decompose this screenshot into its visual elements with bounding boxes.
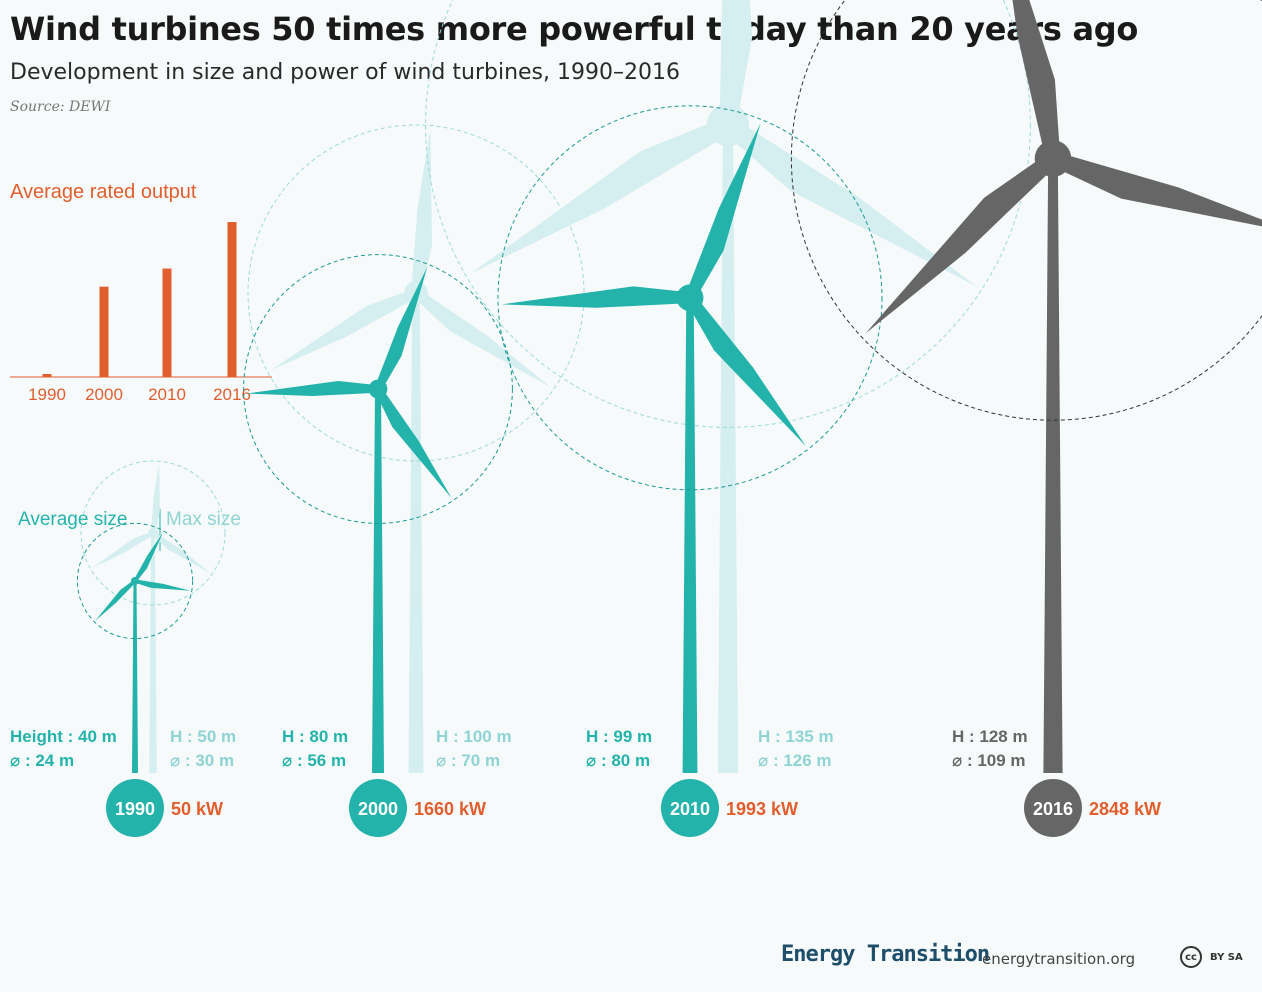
avg-turbine-1990-blade xyxy=(134,579,191,591)
year-badge-1990 xyxy=(106,779,164,837)
year-badge-label: 2010 xyxy=(670,799,710,819)
chart-title: Wind turbines 50 times more powerful tod… xyxy=(10,10,1139,48)
avg-diameter-label: ⌀ : 80 m xyxy=(586,751,650,770)
year-badge-2016 xyxy=(1024,779,1082,837)
avg-turbine-1990-hub xyxy=(130,576,140,586)
bar-chart-title: Average rated output xyxy=(10,181,197,203)
year-badge-label: 2016 xyxy=(1033,799,1073,819)
max-diameter-label: ⌀ : 30 m xyxy=(170,751,234,770)
bar-tick-label: 2000 xyxy=(85,385,123,404)
max-turbine-2010-tower xyxy=(717,125,739,773)
avg-turbine-2016-blade xyxy=(1050,151,1262,227)
avg-turbine-2000-hub xyxy=(368,379,388,399)
bar-tick-label: 1990 xyxy=(28,385,66,404)
output-label: 1660 kW xyxy=(414,799,486,819)
avg-turbine-1990-rotor-circle xyxy=(76,522,194,640)
avg-turbine-2010-tower xyxy=(682,297,698,773)
max-turbine-2010-blade xyxy=(471,117,733,274)
avg-turbine-2000-tower xyxy=(372,389,384,773)
creative-commons-icon: cc xyxy=(1180,946,1202,968)
max-turbine-2000-blade xyxy=(270,288,419,371)
max-turbine-2000-blade xyxy=(411,128,433,294)
avg-height-label: Height : 40 m xyxy=(10,727,117,746)
year-badge-label: 1990 xyxy=(115,799,155,819)
avg-turbine-2010-rotor-circle xyxy=(497,105,883,491)
legend-average-size: Average size xyxy=(18,509,128,530)
max-turbine-1990-tower xyxy=(149,533,157,773)
avg-turbine-2000-rotor-circle xyxy=(243,254,513,524)
max-turbine-1990-blade xyxy=(91,531,155,569)
bar-2000 xyxy=(99,286,109,377)
avg-height-label: H : 80 m xyxy=(282,727,348,746)
avg-height-label: H : 128 m xyxy=(952,727,1028,746)
bar-tick-label: 2016 xyxy=(213,385,251,404)
avg-turbine-2000-blade xyxy=(246,380,379,396)
turbine-2000: H : 80 m ⌀ : 56 m H : 100 m ⌀ : 70 m 2000 166… xyxy=(243,124,585,837)
max-turbine-2000-blade xyxy=(413,289,551,388)
chart-subtitle: Development in size and power of wind tu… xyxy=(10,60,680,85)
avg-turbine-2016-tower xyxy=(1043,158,1063,774)
year-badge-2000 xyxy=(349,779,407,837)
avg-diameter-label: ⌀ : 24 m xyxy=(10,751,74,770)
max-turbine-1990-blade xyxy=(150,462,160,534)
output-label: 2848 kW xyxy=(1089,799,1161,819)
max-height-label: H : 135 m xyxy=(758,727,834,746)
avg-turbine-2016-hub xyxy=(1034,140,1072,177)
max-turbine-2000-tower xyxy=(408,293,424,773)
avg-diameter-label: ⌀ : 56 m xyxy=(282,751,346,770)
bar-2010 xyxy=(162,268,172,377)
max-height-label: H : 50 m xyxy=(170,727,236,746)
max-turbine-1990-blade xyxy=(151,531,211,574)
output-label: 1993 kW xyxy=(726,799,798,819)
avg-turbine-2016-blade xyxy=(865,153,1058,334)
turbine-1990: Height : 40 m ⌀ : 24 m H : 50 m ⌀ : 30 m 199… xyxy=(10,460,236,837)
turbine-2016: H : 128 m ⌀ : 109 m 2016 2848 kW xyxy=(790,0,1262,837)
avg-turbine-2010-blade xyxy=(685,123,761,300)
max-turbine-1990-rotor-circle xyxy=(80,460,226,606)
output-label: 50 kW xyxy=(171,799,223,819)
license-badge: cc BY SA xyxy=(1180,946,1243,968)
year-badge-label: 2000 xyxy=(358,799,398,819)
avg-turbine-2016-blade xyxy=(1012,0,1061,161)
avg-turbine-2016-rotor-circle xyxy=(790,0,1262,421)
turbine-2010: H : 99 m ⌀ : 80 m H : 135 m ⌀ : 126 m 2010 19… xyxy=(425,0,1031,837)
avg-turbine-1990-blade xyxy=(95,579,137,621)
legend-max-size: Max size xyxy=(166,509,241,530)
avg-turbine-1990-tower xyxy=(132,581,138,773)
avg-height-label: H : 99 m xyxy=(586,727,652,746)
max-turbine-2000-rotor-circle xyxy=(247,124,585,462)
avg-diameter-label: ⌀ : 109 m xyxy=(952,751,1026,770)
footer-url: energytransition.org xyxy=(982,950,1136,968)
max-turbine-2010-hub xyxy=(706,103,750,147)
max-diameter-label: ⌀ : 70 m xyxy=(436,751,500,770)
brand-logo: Energy Transition xyxy=(781,942,990,967)
max-turbine-2010-blade xyxy=(719,0,753,126)
source-note: Source: DEWI xyxy=(10,99,111,115)
avg-turbine-2010-blade xyxy=(501,286,691,308)
bar-tick-label: 2010 xyxy=(148,385,186,404)
bar-1990 xyxy=(42,374,52,377)
max-turbine-1990-hub xyxy=(147,527,159,539)
avg-turbine-2010-blade xyxy=(685,294,806,447)
turbine-diagram: Average size Max size Height : 40 m ⌀ : 24 … xyxy=(10,0,1262,837)
license-text: BY SA xyxy=(1210,951,1243,963)
max-turbine-2010-blade xyxy=(723,117,977,287)
max-turbine-2010-rotor-circle xyxy=(425,0,1031,428)
max-height-label: H : 100 m xyxy=(436,727,512,746)
bar-2016 xyxy=(227,222,237,377)
max-diameter-label: ⌀ : 126 m xyxy=(758,751,832,770)
year-badge-2010 xyxy=(661,779,719,837)
avg-turbine-1990-blade xyxy=(133,532,164,582)
output-bar-chart: Average rated output 1990 2000 2010 2016 xyxy=(10,181,272,404)
avg-turbine-2000-blade xyxy=(374,266,428,391)
avg-turbine-2000-blade xyxy=(374,386,452,499)
avg-turbine-2010-hub xyxy=(676,284,704,312)
